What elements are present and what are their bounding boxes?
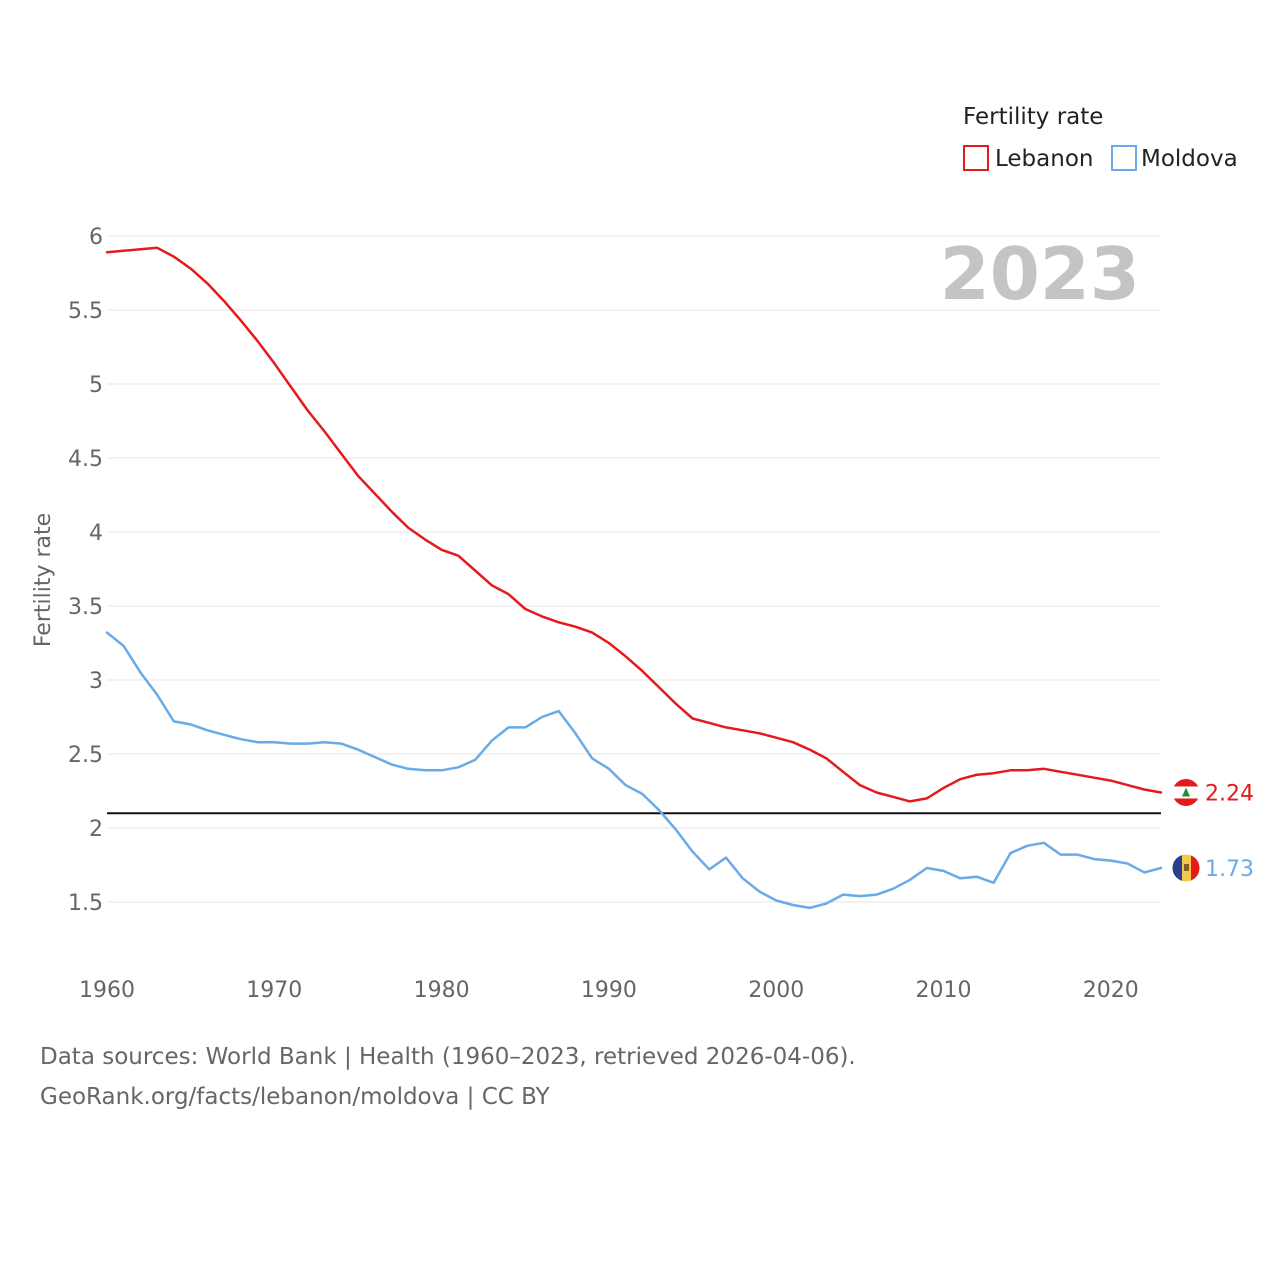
legend-swatch-moldova (1111, 145, 1137, 171)
flag-border (1171, 777, 1201, 807)
footer-attribution: GeoRank.org/facts/lebanon/moldova | CC B… (40, 1084, 550, 1110)
series-line-lebanon (105, 246, 1163, 803)
cedar-mark (1182, 787, 1190, 797)
y-tick-label: 2 (89, 817, 103, 842)
y-tick-label: 4 (89, 521, 103, 546)
x-tick-label: 2020 (1083, 978, 1139, 1003)
x-tick-label: 2000 (748, 978, 804, 1003)
legend-item-moldova[interactable]: Moldova (1111, 145, 1238, 172)
footer-sources: Data sources: World Bank | Health (1960–… (40, 1044, 856, 1070)
x-tick-label: 1990 (581, 978, 637, 1003)
series-lines (105, 246, 1163, 910)
series-line-moldova (105, 631, 1163, 910)
flag-stripe (1172, 778, 1200, 787)
flag-stripe (1172, 853, 1182, 882)
flag-stripe (1172, 798, 1200, 807)
moldova-flag-icon (1171, 853, 1201, 883)
x-tick-label: 1980 (414, 978, 470, 1003)
lebanon-flag-icon (1171, 777, 1201, 807)
legend-label-lebanon: Lebanon (995, 146, 1093, 172)
gridlines (107, 235, 1161, 903)
flag-fill (1172, 778, 1200, 807)
y-tick-label: 2.5 (68, 743, 103, 768)
y-tick-label: 5 (89, 373, 103, 398)
year-display: 2023 (940, 232, 1140, 316)
y-tick-label: 4.5 (68, 447, 103, 472)
x-axis-ticks: 1960 1970 1980 1990 2000 2010 2020 (79, 978, 1139, 1003)
y-axis-ticks: 1.5 2 2.5 3 3.5 4 4.5 5 5.5 6 (68, 225, 103, 916)
y-axis-title: Fertility rate (31, 513, 56, 647)
end-value-label-moldova: 1.73 (1205, 857, 1254, 882)
legend-title: Fertility rate (963, 104, 1103, 130)
legend-item-lebanon[interactable]: Lebanon (963, 145, 1093, 172)
x-tick-label: 1960 (79, 978, 135, 1003)
legend-swatch-lebanon (963, 145, 989, 171)
legend[interactable]: Fertility rate Lebanon Moldova (963, 104, 1238, 172)
flag-stripe (1191, 853, 1200, 882)
end-value-label-lebanon: 2.24 (1205, 781, 1254, 806)
legend-label-moldova: Moldova (1141, 146, 1238, 172)
emblem-mark (1184, 863, 1189, 871)
y-tick-label: 1.5 (68, 891, 103, 916)
flag-fill (1172, 853, 1200, 882)
end-markers: 2.24 1.73 (1171, 777, 1254, 883)
y-tick-label: 3 (89, 669, 103, 694)
y-tick-label: 6 (89, 225, 103, 250)
y-tick-label: 5.5 (68, 299, 103, 324)
x-tick-label: 1970 (246, 978, 302, 1003)
flag-border (1171, 853, 1201, 883)
x-tick-label: 2010 (916, 978, 972, 1003)
y-tick-label: 3.5 (68, 595, 103, 620)
